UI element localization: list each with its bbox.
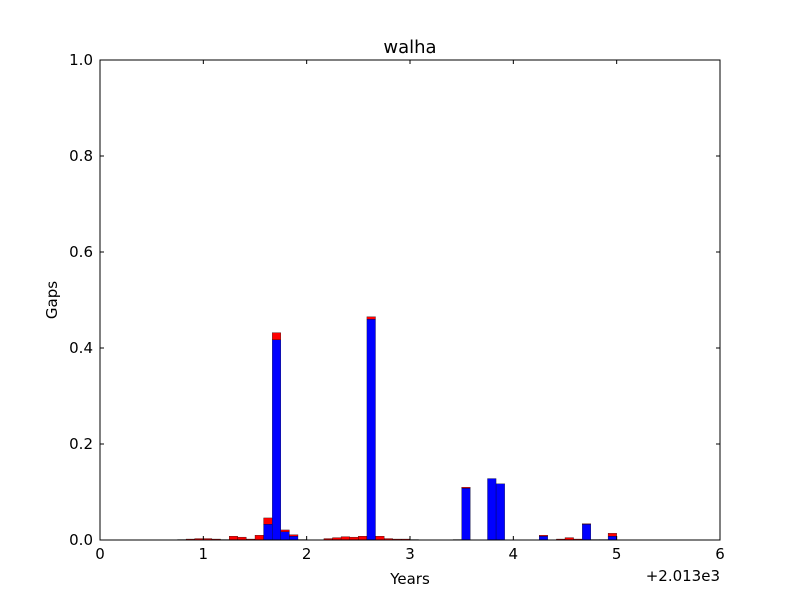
bar-series-0-12: [280, 531, 290, 541]
bar-series-0-10: [263, 524, 273, 541]
chart-title: walha: [383, 37, 436, 58]
x-tick-label-0: 0: [95, 545, 105, 563]
bar-series-1-12: [280, 529, 290, 532]
bar-series-0-47: [582, 524, 591, 541]
x-tick-label-1: 1: [199, 545, 209, 563]
y-tick-label-3: 0.6: [69, 243, 93, 261]
bar-series-1-22: [366, 316, 376, 320]
x-tick-label-6: 6: [715, 545, 725, 563]
x-axis-label: Years: [389, 570, 430, 588]
bar-series-1-6: [229, 536, 238, 541]
bar-series-0-50: [607, 536, 617, 541]
bar-series-0-37: [495, 483, 505, 541]
bar-series-1-23: [375, 536, 385, 541]
y-tick-label-1: 0.2: [69, 435, 93, 453]
bar-series-1-33: [461, 487, 471, 489]
bar-series-1-11: [272, 332, 281, 340]
bar-series-1-21: [358, 536, 368, 541]
bar-series-1-47: [582, 523, 591, 525]
x-tick-label-5: 5: [612, 545, 622, 563]
bar-series-0-36: [487, 478, 497, 541]
bar-series-1-50: [607, 533, 617, 537]
y-tick-label-2: 0.4: [69, 339, 93, 357]
x-tick-label-4: 4: [509, 545, 519, 563]
bar-series-1-42: [539, 535, 548, 537]
bars-layer: [177, 316, 617, 541]
y-tick-label-5: 1.0: [69, 51, 93, 69]
bar-series-0-22: [366, 319, 376, 541]
x-axis-offset-label: +2.013e3: [646, 567, 720, 585]
bar-series-0-42: [539, 536, 548, 541]
ticks-layer: 0 1 2 3 4 5 6 0.0 0.2 0.4 0.6 0.8 1.0: [69, 51, 725, 563]
bar-series-1-10: [263, 517, 273, 525]
bar-series-0-11: [272, 339, 281, 541]
bar-series-1-9: [254, 535, 264, 541]
x-tick-label-2: 2: [302, 545, 312, 563]
y-axis-label: Gaps: [43, 281, 61, 319]
bar-series-0-13: [289, 536, 299, 541]
bar-series-1-19: [340, 536, 350, 541]
y-tick-label-4: 0.8: [69, 147, 93, 165]
bar-series-1-13: [289, 534, 299, 537]
bar-series-0-33: [461, 488, 471, 541]
x-tick-label-3: 3: [405, 545, 415, 563]
y-tick-label-0: 0.0: [69, 531, 93, 549]
